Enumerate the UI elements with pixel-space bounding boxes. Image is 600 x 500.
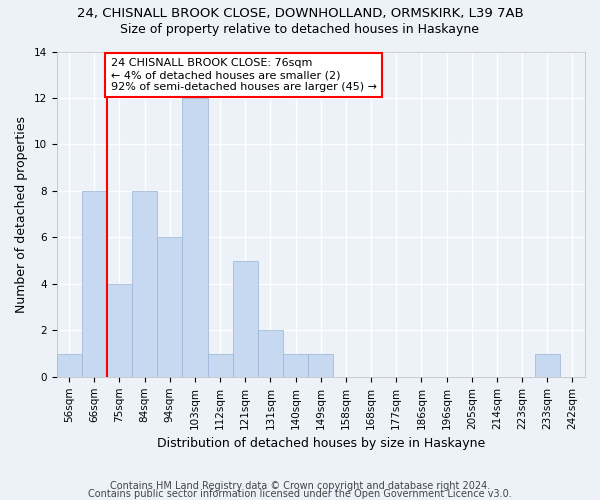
X-axis label: Distribution of detached houses by size in Haskayne: Distribution of detached houses by size … <box>157 437 485 450</box>
Bar <box>56 354 82 377</box>
Bar <box>258 330 283 377</box>
Text: Contains public sector information licensed under the Open Government Licence v3: Contains public sector information licen… <box>88 489 512 499</box>
Bar <box>233 260 258 377</box>
Bar <box>208 354 233 377</box>
Bar <box>308 354 334 377</box>
Bar <box>157 238 182 377</box>
Bar <box>283 354 308 377</box>
Bar <box>535 354 560 377</box>
Bar <box>107 284 132 377</box>
Text: Size of property relative to detached houses in Haskayne: Size of property relative to detached ho… <box>121 22 479 36</box>
Y-axis label: Number of detached properties: Number of detached properties <box>15 116 28 312</box>
Bar <box>82 191 107 377</box>
Bar <box>132 191 157 377</box>
Bar <box>182 98 208 377</box>
Text: Contains HM Land Registry data © Crown copyright and database right 2024.: Contains HM Land Registry data © Crown c… <box>110 481 490 491</box>
Text: 24 CHISNALL BROOK CLOSE: 76sqm
← 4% of detached houses are smaller (2)
92% of se: 24 CHISNALL BROOK CLOSE: 76sqm ← 4% of d… <box>110 58 377 92</box>
Text: 24, CHISNALL BROOK CLOSE, DOWNHOLLAND, ORMSKIRK, L39 7AB: 24, CHISNALL BROOK CLOSE, DOWNHOLLAND, O… <box>77 8 523 20</box>
